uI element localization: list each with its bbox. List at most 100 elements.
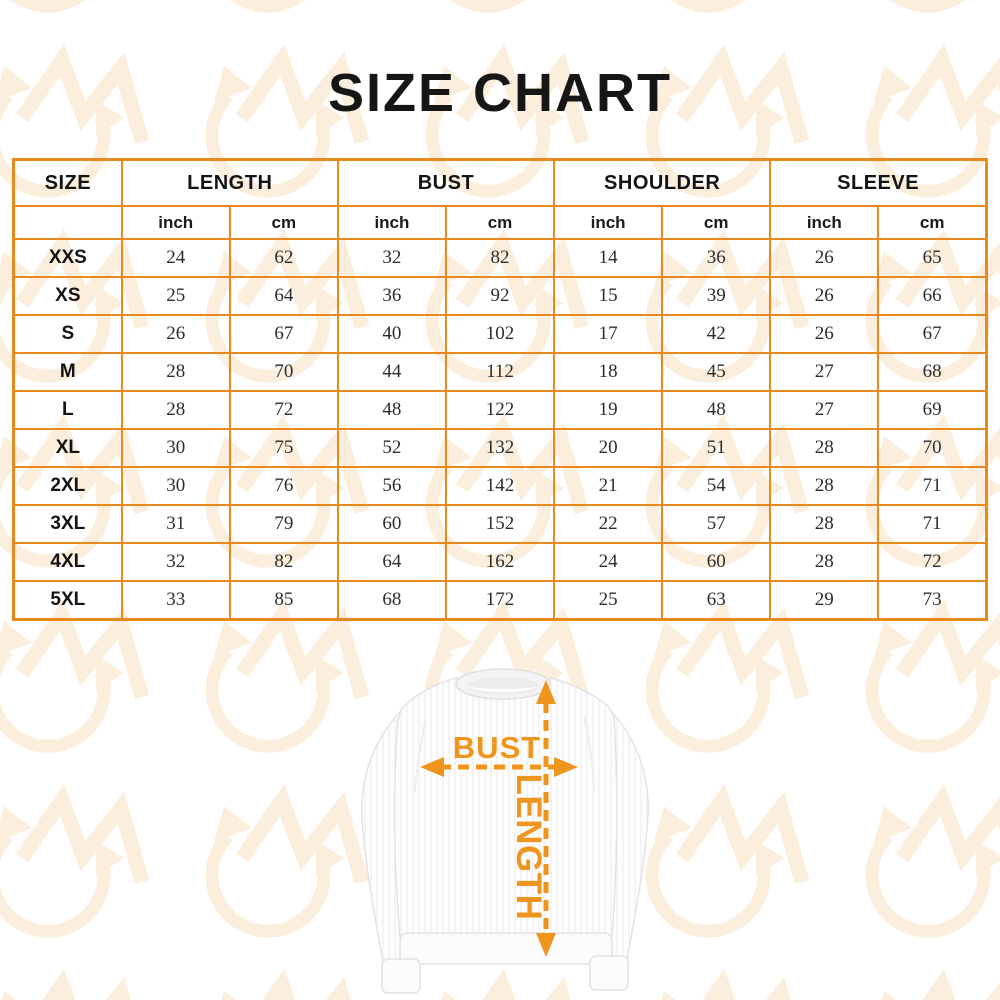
measurement-cell: 72: [228, 390, 339, 430]
size-label: S: [12, 314, 123, 354]
measurement-cell: 25: [120, 276, 231, 316]
table-row: 4XL 32 82 64 162 24 60 28 72: [12, 542, 988, 582]
unit-header-cell: cm: [228, 205, 339, 240]
measurement-cell: 18: [553, 352, 664, 392]
unit-header-row: inch cm inch cm inch cm inch cm: [12, 205, 988, 240]
unit-header-cell: inch: [553, 205, 664, 240]
size-label: 4XL: [12, 542, 123, 582]
length-arrow: [536, 680, 556, 957]
corner-cell: [12, 205, 123, 240]
unit-header-cell: cm: [877, 205, 988, 240]
measurement-cell: 54: [661, 466, 772, 506]
measurement-cell: 122: [444, 390, 556, 430]
measurement-cell: 65: [877, 238, 988, 278]
measurement-cell: 24: [120, 238, 231, 278]
group-header-row: SIZE LENGTH BUST SHOULDER SLEEVE: [12, 158, 988, 207]
measurement-cell: 31: [120, 504, 231, 544]
measurement-cell: 60: [661, 542, 772, 582]
measurement-cell: 25: [553, 580, 664, 621]
measurement-cell: 162: [444, 542, 556, 582]
measurement-cell: 67: [228, 314, 339, 354]
measurement-cell: 29: [769, 580, 880, 621]
measurement-cell: 64: [336, 542, 447, 582]
sweater-cuffs: [381, 955, 629, 994]
measurement-cell: 67: [877, 314, 988, 354]
measurement-cell: 68: [877, 352, 988, 392]
measurement-cell: 14: [553, 238, 664, 278]
measurement-cell: 27: [769, 390, 880, 430]
measurement-cell: 142: [444, 466, 556, 506]
sweater-body: [393, 677, 618, 943]
measurement-cell: 52: [336, 428, 447, 468]
sweater-hem-band: [399, 932, 613, 965]
measurement-cell: 36: [661, 238, 772, 278]
measurement-cell: 20: [553, 428, 664, 468]
measurement-cell: 82: [444, 238, 556, 278]
measurement-cell: 132: [444, 428, 556, 468]
size-chart-table: SIZE LENGTH BUST SHOULDER SLEEVE inch cm i…: [12, 158, 988, 621]
measurement-cell: 21: [553, 466, 664, 506]
measurement-cell: 28: [769, 428, 880, 468]
sweater-collar: [455, 668, 551, 700]
unit-header-cell: cm: [444, 205, 556, 240]
measurement-cell: 17: [553, 314, 664, 354]
measurement-cell: 79: [228, 504, 339, 544]
measurement-cell: 44: [336, 352, 447, 392]
measurement-cell: 28: [769, 542, 880, 582]
sweater-measure-diagram: BUST LENGTH: [361, 668, 649, 994]
table-row: 5XL 33 85 68 172 25 63 29 73: [12, 580, 988, 621]
size-chart-body: XXS 24 62 32 82 14 36 26 65 XS 25 64 36 92 15 39 26 66 S 26…: [12, 238, 988, 621]
measurement-cell: 36: [336, 276, 447, 316]
measurement-cell: 42: [661, 314, 772, 354]
table-row: 3XL 31 79 60 152 22 57 28 71: [12, 504, 988, 544]
length-label: LENGTH: [509, 774, 548, 921]
measurement-cell: 32: [336, 238, 447, 278]
measurement-cell: 30: [120, 466, 231, 506]
measurement-cell: 62: [228, 238, 339, 278]
size-label: XS: [12, 276, 123, 316]
measurement-cell: 56: [336, 466, 447, 506]
measurement-cell: 66: [877, 276, 988, 316]
measurement-cell: 39: [661, 276, 772, 316]
measurement-cell: 51: [661, 428, 772, 468]
measurement-cell: 71: [877, 504, 988, 544]
measurement-cell: 26: [769, 238, 880, 278]
table-row: L 28 72 48 122 19 48 27 69: [12, 390, 988, 430]
unit-header-cell: inch: [336, 205, 447, 240]
measurement-cell: 19: [553, 390, 664, 430]
table-row: XXS 24 62 32 82 14 36 26 65: [12, 238, 988, 278]
measurement-cell: 15: [553, 276, 664, 316]
column-header-sleeve: SLEEVE: [769, 158, 988, 207]
measurement-cell: 48: [661, 390, 772, 430]
measurement-cell: 28: [769, 504, 880, 544]
measurement-cell: 40: [336, 314, 447, 354]
measurement-cell: 22: [553, 504, 664, 544]
size-label: 2XL: [12, 466, 123, 506]
measurement-cell: 26: [769, 276, 880, 316]
measurement-cell: 24: [553, 542, 664, 582]
unit-header-cell: inch: [769, 205, 880, 240]
measurement-cell: 27: [769, 352, 880, 392]
table-row: 2XL 30 76 56 142 21 54 28 71: [12, 466, 988, 506]
size-label: 5XL: [12, 580, 123, 621]
measurement-cell: 75: [228, 428, 339, 468]
measurement-cell: 92: [444, 276, 556, 316]
page-title: SIZE CHART: [328, 63, 672, 123]
column-header-length: LENGTH: [120, 158, 339, 207]
measurement-cell: 70: [228, 352, 339, 392]
bust-arrow: [420, 757, 578, 777]
bust-label: BUST: [453, 730, 541, 765]
table-row: S 26 67 40 102 17 42 26 67: [12, 314, 988, 354]
column-header-bust: BUST: [336, 158, 556, 207]
measurement-cell: 112: [444, 352, 556, 392]
measurement-cell: 64: [228, 276, 339, 316]
measurement-cell: 60: [336, 504, 447, 544]
measurement-cell: 57: [661, 504, 772, 544]
measurement-cell: 28: [769, 466, 880, 506]
measurement-cell: 69: [877, 390, 988, 430]
measurement-cell: 76: [228, 466, 339, 506]
unit-header-cell: inch: [120, 205, 231, 240]
measurement-cell: 32: [120, 542, 231, 582]
size-label: 3XL: [12, 504, 123, 544]
table-row: XL 30 75 52 132 20 51 28 70: [12, 428, 988, 468]
